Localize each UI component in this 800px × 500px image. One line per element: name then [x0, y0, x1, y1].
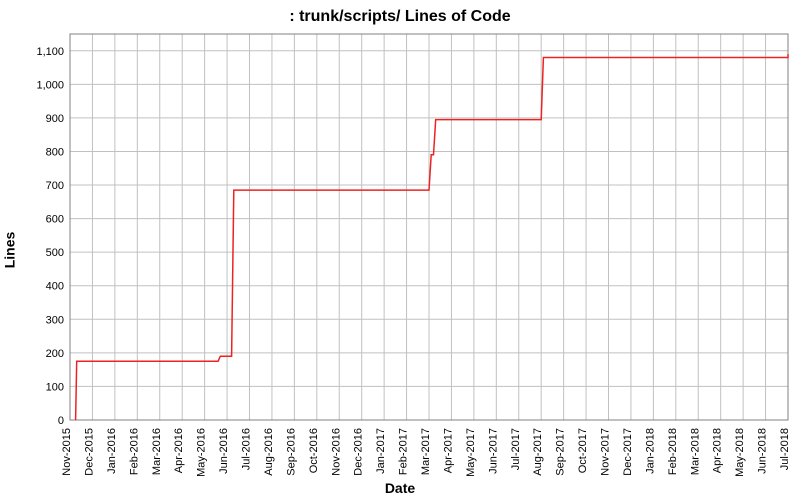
svg-text:100: 100 [46, 381, 64, 393]
chart-svg: 0 100 200 300 400 500 600 700 800 900 1,000 1,100 No… [0, 0, 800, 500]
svg-text:Nov-2017: Nov-2017 [600, 428, 612, 476]
svg-text:Mar-2018: Mar-2018 [689, 428, 701, 475]
svg-text:May-2018: May-2018 [734, 428, 746, 477]
svg-text:1,100: 1,100 [36, 46, 64, 58]
svg-text:900: 900 [46, 113, 64, 125]
svg-text:Oct-2016: Oct-2016 [308, 428, 320, 473]
loc-chart: : trunk/scripts/ Lines of Code Lines Dat… [0, 0, 800, 500]
svg-text:Feb-2016: Feb-2016 [128, 428, 140, 475]
svg-text:400: 400 [46, 281, 64, 293]
svg-text:Jan-2018: Jan-2018 [644, 428, 656, 474]
svg-text:Dec-2016: Dec-2016 [353, 428, 365, 476]
svg-text:Sep-2016: Sep-2016 [285, 428, 297, 476]
svg-text:May-2017: May-2017 [465, 428, 477, 477]
svg-text:Jun-2016: Jun-2016 [218, 428, 230, 474]
svg-text:Aug-2017: Aug-2017 [532, 428, 544, 476]
svg-text:Feb-2017: Feb-2017 [398, 428, 410, 475]
svg-text:Jul-2017: Jul-2017 [510, 428, 522, 470]
svg-text:May-2016: May-2016 [196, 428, 208, 477]
svg-text:Apr-2018: Apr-2018 [712, 428, 724, 473]
svg-text:300: 300 [46, 314, 64, 326]
svg-text:Jan-2017: Jan-2017 [375, 428, 387, 474]
chart-title: : trunk/scripts/ Lines of Code [0, 8, 800, 26]
svg-text:600: 600 [46, 214, 64, 226]
svg-text:Apr-2017: Apr-2017 [442, 428, 454, 473]
svg-text:Feb-2018: Feb-2018 [667, 428, 679, 475]
svg-text:0: 0 [58, 415, 64, 427]
svg-text:700: 700 [46, 180, 64, 192]
svg-text:Dec-2015: Dec-2015 [83, 428, 95, 476]
x-axis-label: Date [0, 480, 800, 496]
svg-text:Apr-2016: Apr-2016 [173, 428, 185, 473]
svg-text:Jul-2016: Jul-2016 [241, 428, 253, 470]
svg-text:Oct-2017: Oct-2017 [577, 428, 589, 473]
chart-title-text: trunk/scripts/ Lines of Code [299, 8, 511, 25]
y-axis-label: Lines [2, 232, 18, 269]
svg-text:Mar-2016: Mar-2016 [151, 428, 163, 475]
svg-text:Sep-2017: Sep-2017 [555, 428, 567, 476]
svg-text:800: 800 [46, 146, 64, 158]
svg-text:Mar-2017: Mar-2017 [420, 428, 432, 475]
svg-text:1,000: 1,000 [36, 79, 64, 91]
svg-text:Nov-2016: Nov-2016 [330, 428, 342, 476]
svg-text:Jun-2017: Jun-2017 [487, 428, 499, 474]
svg-text:500: 500 [46, 247, 64, 259]
svg-text:Jul-2018: Jul-2018 [779, 428, 791, 470]
chart-title-prefix: : [289, 8, 299, 25]
svg-text:Dec-2017: Dec-2017 [622, 428, 634, 476]
svg-text:Nov-2015: Nov-2015 [61, 428, 73, 476]
svg-text:Jan-2016: Jan-2016 [106, 428, 118, 474]
svg-text:Jun-2018: Jun-2018 [757, 428, 769, 474]
svg-text:Aug-2016: Aug-2016 [263, 428, 275, 476]
svg-text:200: 200 [46, 348, 64, 360]
